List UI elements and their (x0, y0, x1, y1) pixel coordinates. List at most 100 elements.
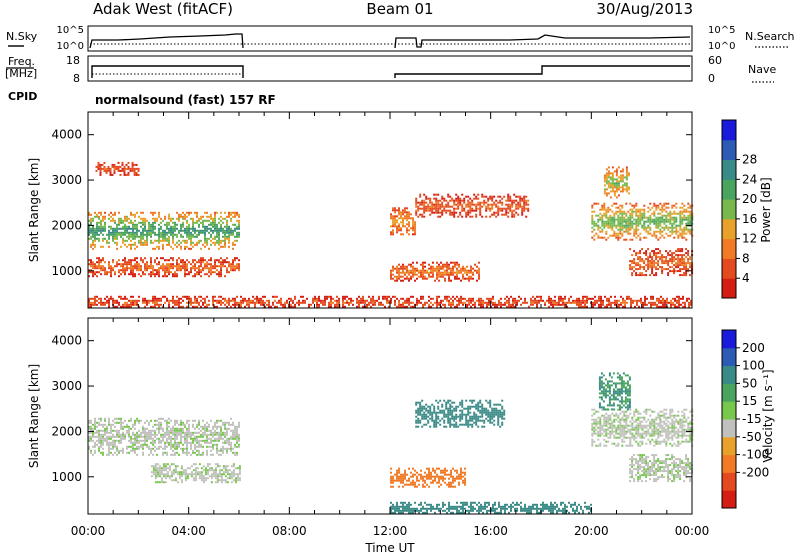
cell (576, 303, 578, 306)
cell (613, 178, 616, 181)
cell (655, 218, 658, 221)
freq-label-line1: Freq. (8, 55, 35, 68)
cell (392, 475, 394, 478)
cell (629, 216, 632, 219)
cell (593, 238, 596, 241)
cell (647, 268, 650, 271)
cell (214, 481, 217, 484)
cell (647, 206, 650, 209)
cell (394, 221, 396, 224)
cell (661, 208, 664, 211)
cell (461, 207, 464, 210)
cell (210, 477, 213, 480)
cell (625, 188, 628, 191)
cell (116, 429, 118, 432)
cell (633, 204, 636, 207)
cell (674, 297, 676, 300)
cell (687, 252, 690, 255)
cell (673, 226, 676, 229)
cell (118, 227, 120, 230)
cell (651, 262, 654, 265)
cell (180, 479, 183, 482)
cell (124, 435, 126, 438)
cell (508, 303, 510, 306)
cell (625, 222, 628, 225)
cell (202, 431, 204, 434)
cell (386, 297, 388, 300)
cell (152, 425, 154, 428)
cell (92, 303, 94, 306)
cell (112, 269, 114, 272)
cell (408, 215, 410, 218)
cell (148, 435, 150, 438)
cell (144, 239, 146, 242)
cell (562, 301, 564, 304)
cell (621, 186, 624, 189)
cell (619, 180, 622, 183)
cell (236, 475, 239, 478)
cell (236, 301, 238, 304)
cell (94, 231, 96, 234)
cell (469, 205, 472, 208)
cell (412, 219, 414, 222)
cell (480, 303, 482, 306)
cell (110, 225, 112, 228)
cell (224, 447, 226, 450)
cell (610, 303, 612, 306)
cell (232, 269, 234, 272)
cell (398, 227, 400, 230)
cell (652, 303, 654, 306)
cell (592, 301, 594, 304)
cell (538, 301, 540, 304)
cell (428, 299, 430, 302)
cell (126, 445, 128, 448)
cell (132, 265, 134, 268)
cell (431, 211, 434, 214)
cell (234, 301, 236, 304)
cell (446, 269, 448, 272)
cell (659, 216, 662, 219)
cell (104, 423, 106, 426)
cell (96, 265, 98, 268)
cell (194, 295, 196, 298)
cell (210, 265, 212, 268)
cell (122, 219, 124, 222)
cell (487, 199, 490, 202)
cell (390, 299, 392, 302)
cell (102, 441, 104, 444)
cell (182, 263, 184, 266)
cell (220, 245, 222, 248)
cell (126, 297, 128, 300)
cell (614, 299, 616, 302)
cell (639, 208, 642, 211)
cell (655, 258, 658, 261)
cell (176, 441, 178, 444)
cell (158, 211, 160, 214)
cell (114, 301, 116, 304)
cell (433, 193, 436, 196)
cell (98, 257, 100, 260)
cell (88, 421, 90, 424)
cell (496, 303, 498, 306)
cell (651, 272, 654, 275)
cell (562, 303, 564, 306)
cell (166, 239, 168, 242)
cell (202, 435, 204, 438)
cell (160, 267, 162, 270)
cell (224, 275, 226, 278)
cell (230, 435, 232, 438)
cell (603, 220, 606, 223)
cell (117, 161, 120, 164)
cell (156, 303, 158, 306)
cell (302, 299, 304, 302)
cell (96, 221, 98, 224)
cell (521, 211, 524, 214)
cell (633, 222, 636, 225)
cell (103, 167, 106, 170)
cell (100, 267, 102, 270)
cell (426, 271, 428, 274)
cell (230, 211, 232, 214)
cell (100, 433, 102, 436)
cell (654, 301, 656, 304)
cell (127, 171, 130, 174)
